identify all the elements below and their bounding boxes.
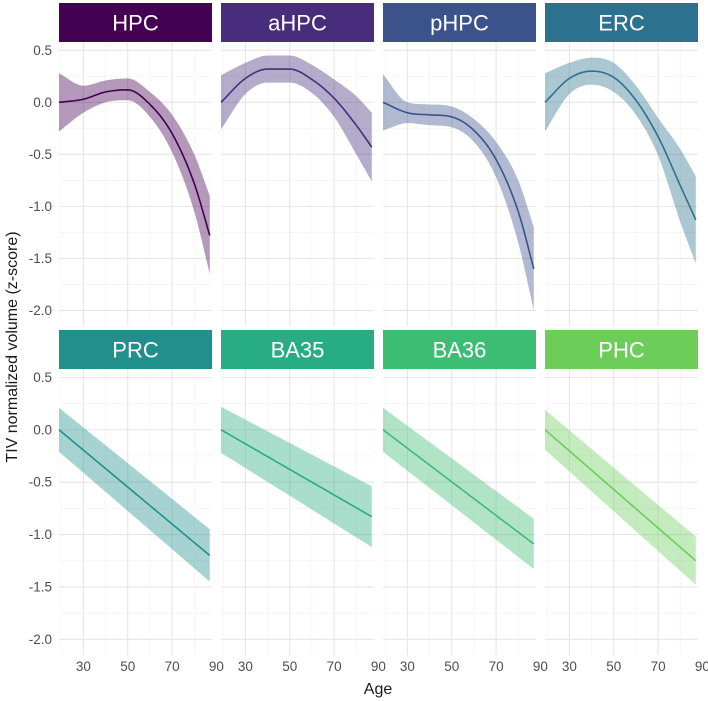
fit-line: [220, 68, 373, 148]
x-tick-label: 30: [562, 659, 577, 674]
confidence-band: [545, 409, 696, 585]
y-axis-title: TIV normalized volume (z-score): [4, 231, 21, 462]
panel-prc: PRC: [58, 330, 212, 655]
x-tick-label: 70: [489, 659, 504, 674]
fit-line: [58, 89, 211, 236]
strip-label: PHC: [598, 338, 645, 363]
strip-label: BA35: [271, 338, 325, 363]
x-tick-label: 90: [695, 659, 708, 674]
panel-phc: PHC: [544, 330, 698, 655]
confidence-band: [59, 73, 210, 274]
y-tick-label: -2.0: [29, 303, 52, 318]
panels-layer: HPC aHPC pHPC ERC PRC BA35 BA36 PHC: [58, 3, 698, 655]
strip-label: aHPC: [268, 11, 327, 36]
x-tick-label: 30: [238, 659, 253, 674]
x-tick-label: 70: [327, 659, 342, 674]
y-tick-label: -1.5: [29, 251, 52, 266]
panel-ba35: BA35: [220, 330, 374, 655]
fit-line: [382, 101, 535, 269]
y-tick-label: -0.5: [29, 147, 52, 162]
panel-hpc: HPC: [58, 3, 212, 326]
x-tick-label: 50: [120, 659, 135, 674]
y-tick-label: -0.5: [29, 475, 52, 490]
y-axis: 0.5 0.0 -0.5 -1.0 -1.5 -2.0 0.5 0.0 -0.5 -1.0 -1.5…: [29, 43, 52, 647]
confidence-band: [545, 57, 696, 264]
strip-label: PRC: [112, 338, 159, 363]
y-tick-label: -1.0: [29, 199, 52, 214]
strip-ahpc: [221, 3, 374, 42]
x-tick-label: 50: [606, 659, 621, 674]
confidence-band: [59, 407, 210, 582]
strip-hpc: [59, 3, 212, 42]
x-tick-label: 90: [371, 659, 386, 674]
panel-phpc: pHPC: [382, 3, 536, 326]
strip-label: ERC: [598, 11, 645, 36]
x-tick-label: 30: [400, 659, 415, 674]
x-tick-label: 30: [76, 659, 91, 674]
x-tick-label: 50: [282, 659, 297, 674]
x-axis: 30 50 70 90 30 50 70 90 30 50 70 90 30 50 70 90: [76, 659, 708, 674]
panel-erc: ERC: [544, 3, 698, 326]
y-tick-label: 0.5: [33, 43, 52, 58]
x-tick-label: 90: [533, 659, 548, 674]
x-tick-label: 70: [651, 659, 666, 674]
strip-label: pHPC: [430, 11, 489, 36]
x-tick-label: 50: [444, 659, 459, 674]
fit-line: [58, 429, 211, 557]
confidence-band: [383, 74, 534, 311]
strip-label: HPC: [112, 11, 159, 36]
panel-ba36: BA36: [382, 330, 536, 655]
fit-line: [544, 429, 697, 562]
strip-phc: [545, 330, 698, 369]
confidence-band: [221, 55, 372, 182]
y-tick-label: -1.5: [29, 579, 52, 594]
fit-line: [382, 429, 535, 545]
strip-erc: [545, 3, 698, 42]
fit-line: [220, 429, 373, 518]
y-tick-label: 0.0: [33, 95, 52, 110]
y-tick-label: -1.0: [29, 527, 52, 542]
fit-line: [544, 70, 697, 221]
confidence-band: [383, 407, 534, 570]
x-tick-label: 90: [209, 659, 224, 674]
panel-ahpc: aHPC: [220, 3, 374, 326]
strip-ba36: [383, 330, 536, 369]
x-tick-label: 70: [165, 659, 180, 674]
confidence-band: [221, 406, 372, 548]
strip-phpc: [383, 3, 536, 42]
strip-label: BA36: [433, 338, 487, 363]
x-axis-title: Age: [364, 681, 393, 698]
strip-ba35: [221, 330, 374, 369]
y-tick-label: 0.0: [33, 422, 52, 437]
y-tick-label: -2.0: [29, 632, 52, 647]
strip-prc: [59, 330, 212, 369]
y-tick-label: 0.5: [33, 370, 52, 385]
